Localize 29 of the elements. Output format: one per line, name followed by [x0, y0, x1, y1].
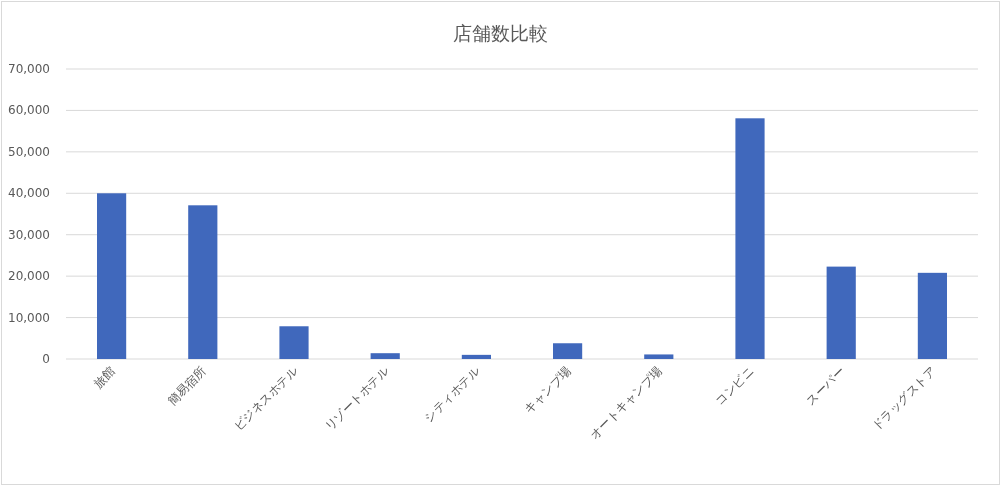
y-tick-label: 10,000 — [8, 310, 50, 325]
x-tick-label: キャンプ場 — [521, 364, 574, 417]
x-tick-label: スーパー — [803, 364, 848, 409]
x-tick-label: ビジネスホテル — [230, 364, 301, 434]
x-tick-label: シティホテル — [421, 364, 483, 426]
bar — [370, 353, 400, 359]
x-tick-label: オートキャンプ場 — [587, 364, 665, 442]
bar — [735, 118, 765, 359]
x-tick-label: 簡易宿所 — [165, 364, 209, 409]
x-tick-label: ドラッグストア — [869, 364, 939, 434]
x-tick-label: リゾートホテル — [322, 364, 392, 434]
bar — [826, 266, 856, 359]
bar — [644, 354, 674, 359]
bar — [279, 326, 309, 359]
y-tick-label: 50,000 — [8, 144, 50, 159]
y-tick-label: 20,000 — [8, 269, 50, 284]
bar — [461, 354, 491, 359]
y-tick-label: 60,000 — [8, 103, 50, 118]
y-tick-label: 30,000 — [8, 227, 50, 242]
bar — [97, 193, 127, 359]
bar — [917, 272, 947, 359]
y-tick-label: 70,000 — [8, 62, 50, 76]
bar — [553, 343, 583, 359]
x-tick-label: 旅館 — [90, 364, 118, 392]
bar — [188, 205, 218, 359]
x-tick-label: コンビニ — [712, 364, 757, 409]
chart-title: 店舗数比較 — [453, 22, 548, 44]
y-tick-label: 40,000 — [8, 186, 50, 201]
y-tick-label: 0 — [42, 352, 50, 366]
